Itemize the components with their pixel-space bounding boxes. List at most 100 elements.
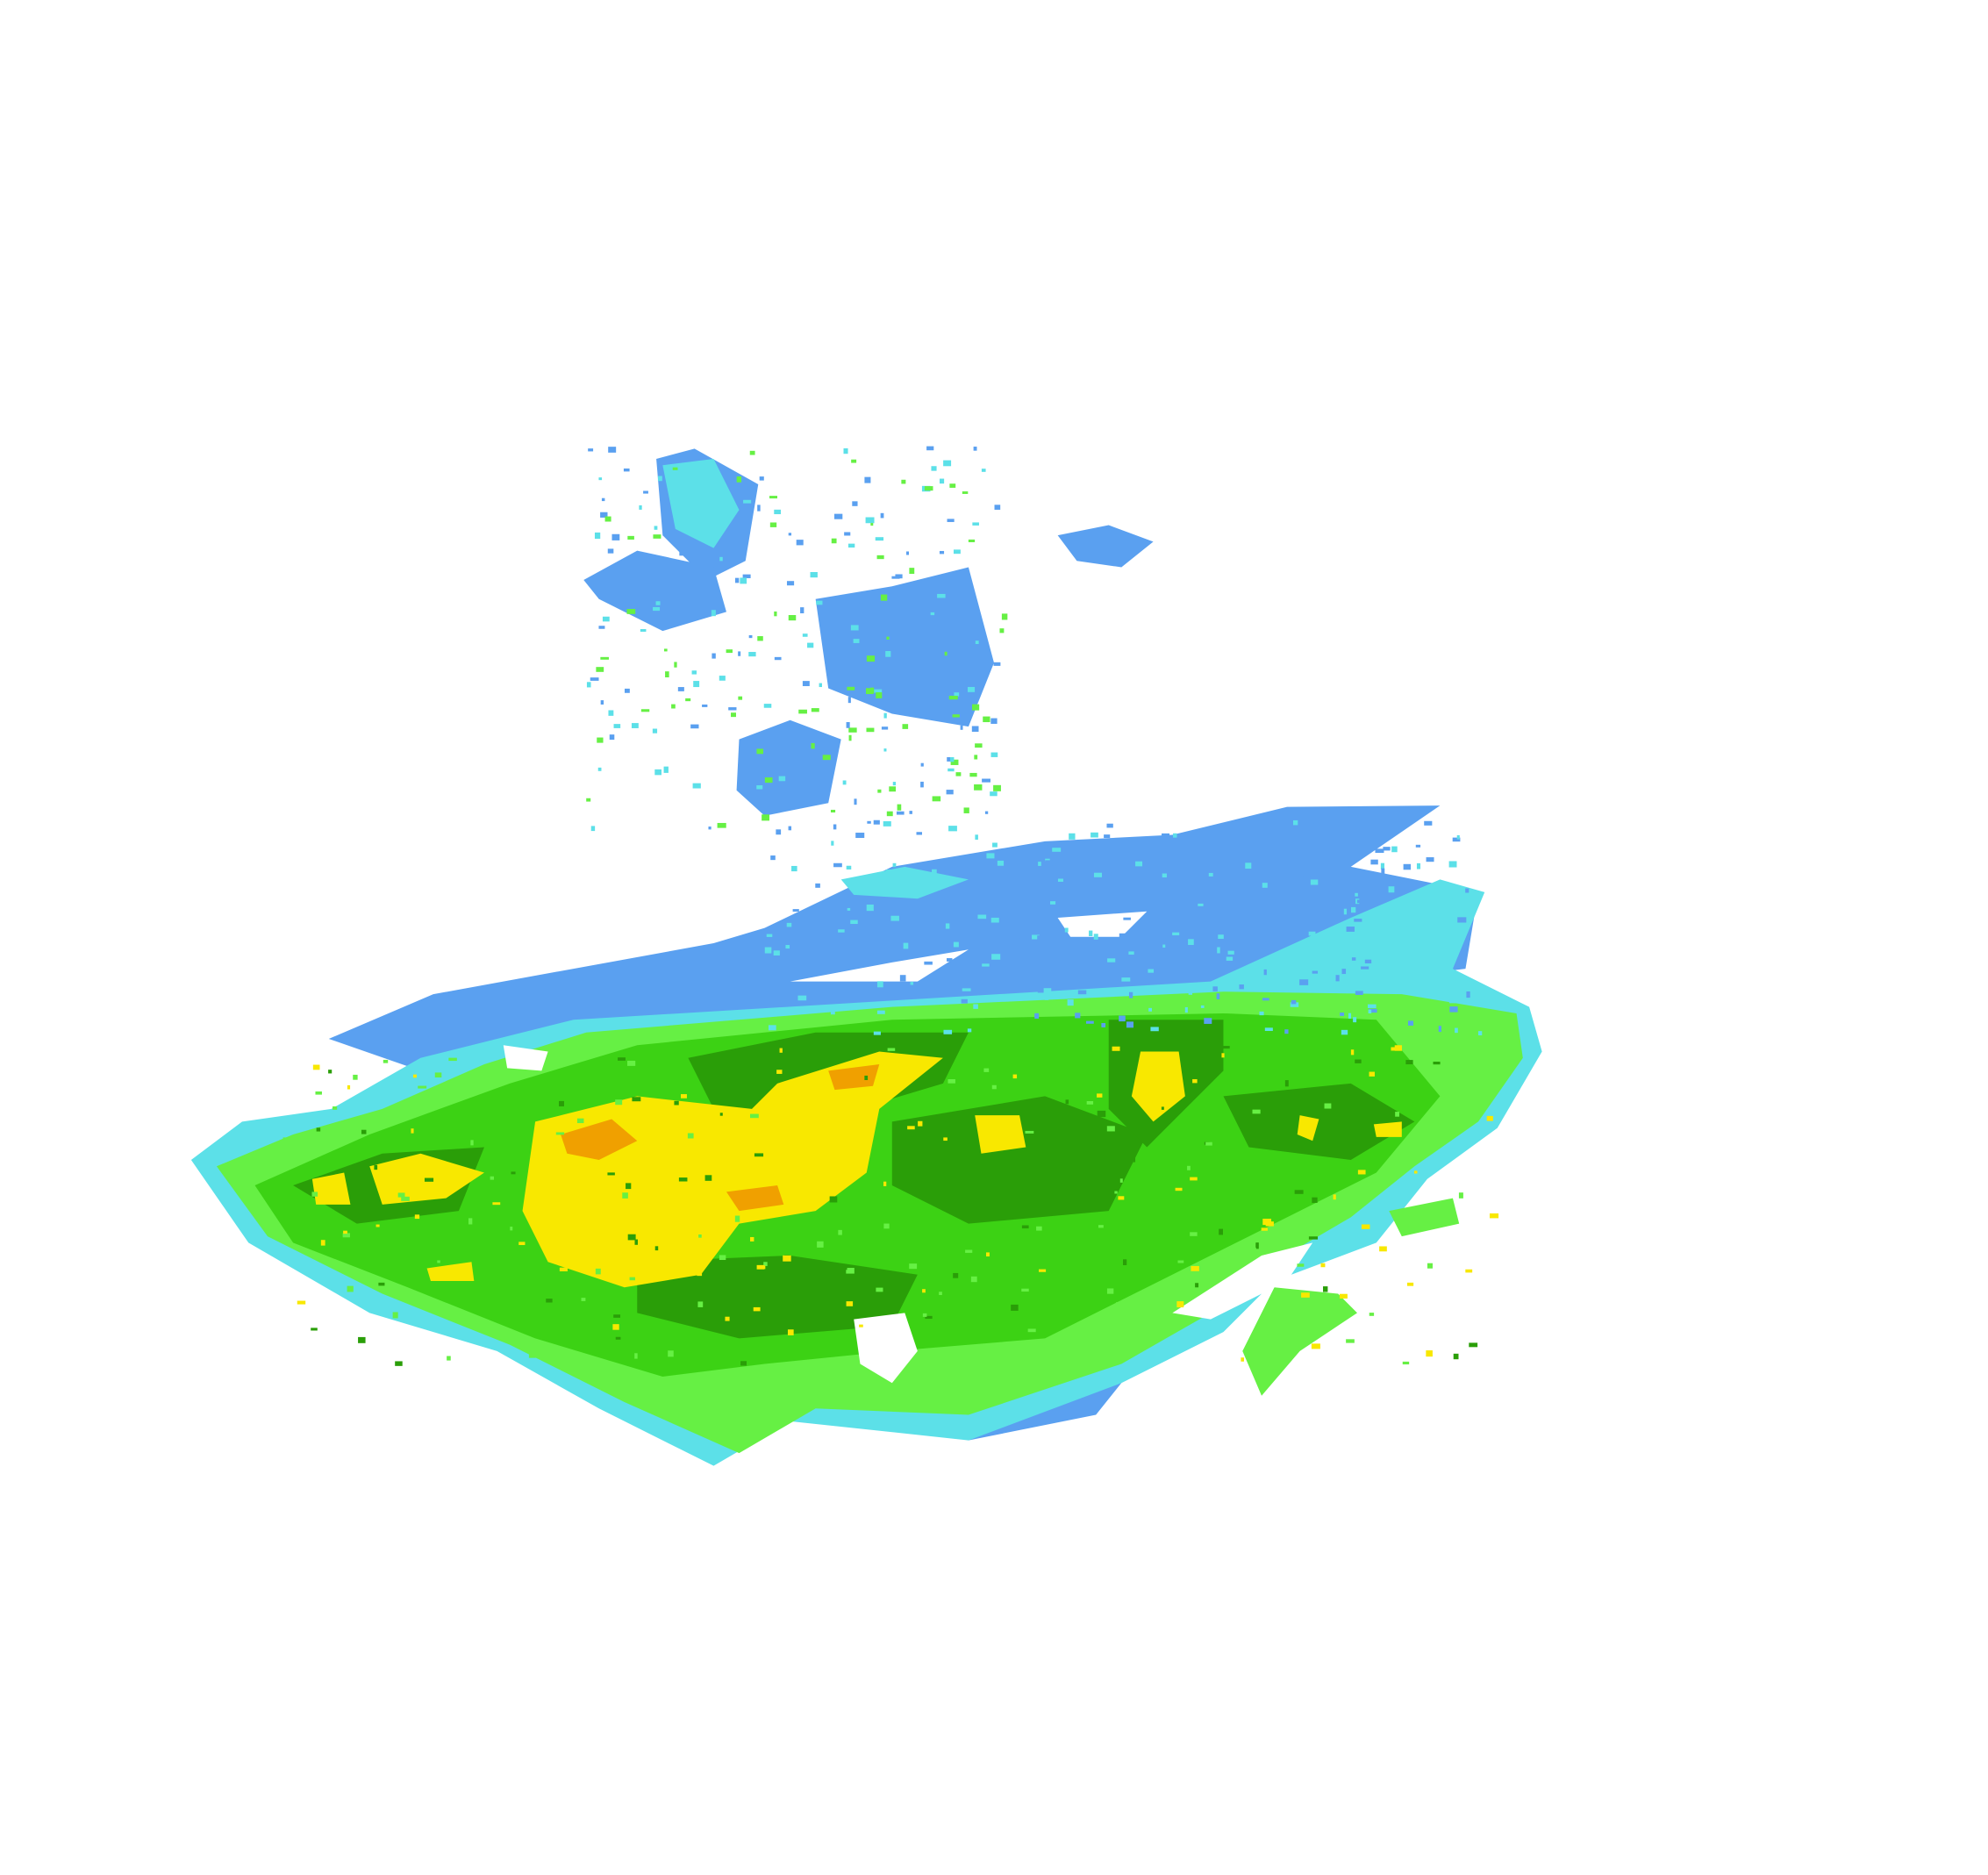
precip-speckle (1456, 834, 1460, 840)
precip-speckle (829, 1196, 838, 1203)
precip-speckle (889, 786, 897, 792)
precip-speckle (1312, 970, 1319, 974)
clear-gap (854, 1313, 918, 1384)
precip-speckle (847, 543, 855, 548)
precip-speckle (947, 519, 955, 522)
precip-speckle (757, 636, 763, 641)
precip-dark-green-cell (891, 1096, 1148, 1224)
precip-blue-cell (1057, 525, 1154, 568)
precip-speckle (378, 1282, 385, 1286)
precip-speckle (559, 1267, 568, 1272)
precip-speckle (859, 600, 866, 604)
precip-speckle (1355, 1059, 1362, 1063)
precip-speckle (783, 1271, 787, 1278)
precip-speckle (598, 626, 605, 629)
precip-speckle (383, 1059, 389, 1063)
precip-speckle (1200, 1005, 1205, 1008)
precip-speckle (1192, 1078, 1198, 1084)
precip-speckle (983, 716, 990, 723)
precip-speckle (980, 664, 988, 669)
precip-light-green-cell (1242, 1287, 1357, 1396)
precip-speckle (910, 982, 914, 985)
precip-speckle (981, 469, 986, 472)
precip-speckle (774, 611, 777, 617)
precip-speckle (1324, 1103, 1332, 1109)
precip-speckle (1044, 996, 1049, 1000)
precip-speckle (674, 1100, 679, 1106)
precip-speckle (930, 612, 935, 616)
precip-speckle (769, 496, 777, 499)
precip-speckle (1438, 1026, 1441, 1033)
precip-speckle (1106, 1288, 1114, 1294)
precip-speckle (1068, 881, 1074, 887)
precip-speckle (872, 993, 878, 999)
precip-speckle (967, 686, 976, 692)
precip-speckle (490, 1176, 494, 1180)
precip-speckle (975, 834, 978, 840)
precip-speckle (607, 1172, 615, 1176)
precip-speckle (1369, 1313, 1375, 1316)
precip-speckle (1119, 1015, 1126, 1022)
precip-speckle (846, 1268, 855, 1274)
precip-speckle (677, 687, 684, 691)
precip-speckle (1364, 959, 1372, 964)
precip-speckle (1299, 979, 1309, 985)
precip-speckle (395, 1361, 403, 1366)
precip-speckle (342, 1233, 350, 1238)
precip-speckle (691, 670, 697, 675)
precip-speckle (729, 525, 737, 528)
precip-speckle (778, 776, 786, 782)
precip-speckle (931, 466, 937, 471)
precip-speckle (1339, 1293, 1348, 1299)
precip-speckle (631, 723, 639, 728)
precip-speckle (1319, 940, 1324, 945)
precip-speckle (1350, 906, 1356, 913)
precip-speckle (798, 709, 807, 714)
precip-speckle (1114, 1191, 1118, 1194)
precip-speckle (1195, 1283, 1199, 1288)
precip-speckle (663, 766, 669, 773)
precip-speckle (1449, 1006, 1458, 1013)
precip-speckle (1426, 1350, 1433, 1357)
precip-speckle (608, 447, 617, 453)
precip-speckle (876, 555, 884, 560)
precip-speckle (1354, 919, 1362, 922)
precip-speckle (974, 784, 983, 791)
precip-speckle (1172, 932, 1180, 935)
precip-speckle (620, 1208, 626, 1213)
precip-speckle (555, 1132, 565, 1135)
precip-blue-cell (815, 567, 994, 727)
precip-speckle (1190, 1232, 1198, 1236)
precip-speckle (1433, 1062, 1441, 1065)
precip-speckle (816, 600, 823, 605)
precip-speckle-layer (282, 446, 1499, 1366)
precip-speckle (1106, 823, 1113, 828)
precip-speckle (1104, 834, 1111, 839)
precip-speckle (693, 681, 700, 688)
precip-speckle (608, 710, 614, 716)
precip-speckle (1406, 1282, 1414, 1286)
precip-speckle (800, 607, 804, 614)
precip-speckle (1333, 1194, 1336, 1200)
precip-speckle (892, 992, 898, 996)
precip-speckle (953, 941, 959, 948)
precip-speckle (1261, 1227, 1268, 1231)
precip-speckle (1219, 1228, 1224, 1235)
precip-speckle (949, 483, 956, 488)
precip-speckle (1112, 1046, 1120, 1051)
precip-speckle (1067, 999, 1074, 1006)
precip-speckle (866, 904, 874, 912)
precip-speckle (1011, 934, 1019, 939)
precip-speckle (831, 841, 834, 846)
precip-speckle (756, 748, 764, 755)
precip-speckle (719, 556, 723, 562)
precip-speckle (678, 1177, 688, 1182)
precip-speckle (1311, 1343, 1320, 1349)
precip-speckle (1011, 903, 1015, 907)
precip-speckle (885, 651, 891, 657)
precip-speckle (586, 682, 591, 688)
precip-speckle (652, 728, 658, 734)
precip-speckle (939, 550, 945, 555)
precip-speckle (316, 1127, 321, 1132)
precip-speckle (1301, 1292, 1310, 1298)
